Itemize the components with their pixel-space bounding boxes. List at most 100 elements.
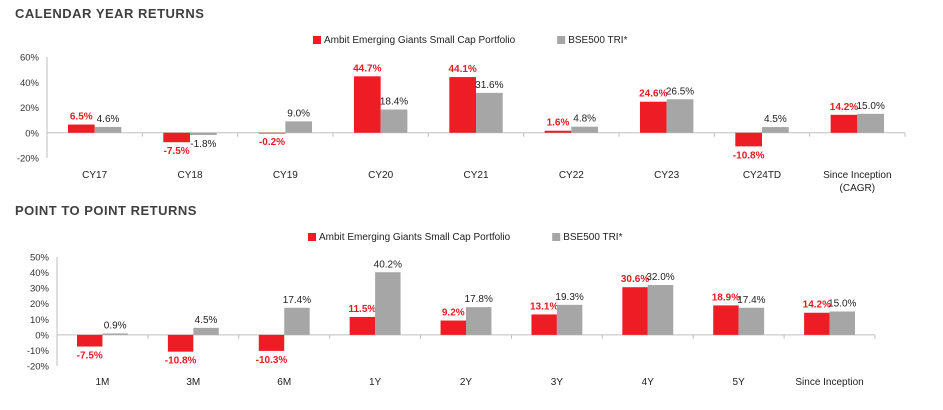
bar-portfolio	[735, 132, 762, 147]
bar-portfolio	[353, 76, 381, 133]
bar-portfolio	[804, 312, 830, 335]
data-label-portfolio: 14.2%	[803, 300, 831, 311]
data-label-benchmark: 4.8%	[573, 114, 596, 125]
x-category-label: CY24TD	[743, 170, 781, 181]
data-label-benchmark: 9.0%	[287, 108, 310, 119]
data-label-portfolio: -10.8%	[733, 150, 765, 161]
bar-portfolio	[544, 130, 572, 133]
y-tick-label: 20%	[20, 103, 40, 114]
data-label-benchmark: 32.0%	[646, 272, 674, 283]
chart-title-calendar: CALENDAR YEAR RETURNS	[15, 6, 205, 21]
bar-benchmark	[466, 307, 492, 335]
x-category-label: CY20	[368, 170, 393, 181]
y-tick-label: 20%	[30, 299, 50, 310]
x-category-label: Since Inception	[823, 170, 891, 181]
legend-label-benchmark: BSE500 TRI*	[563, 232, 622, 243]
data-label-benchmark: 15.0%	[828, 299, 856, 310]
bar-benchmark	[666, 99, 694, 133]
y-tick-label: 60%	[20, 53, 40, 64]
data-label-benchmark: 0.9%	[104, 320, 127, 331]
data-label-portfolio: 11.5%	[348, 304, 376, 315]
bar-benchmark	[380, 109, 408, 133]
data-label-portfolio: -7.5%	[164, 146, 190, 157]
y-tick-label: 0%	[25, 128, 39, 139]
data-label-portfolio: 30.6%	[621, 274, 649, 285]
data-label-benchmark: 15.0%	[857, 101, 885, 112]
data-label-portfolio: -7.5%	[77, 351, 103, 362]
calendar-year-returns-chart: Ambit Emerging Giants Small Cap Portfoli…	[17, 35, 906, 194]
data-label-portfolio: 6.5%	[70, 112, 93, 123]
data-label-portfolio: 1.6%	[547, 118, 570, 129]
x-category-label: 1Y	[369, 377, 382, 388]
bar-portfolio	[258, 334, 285, 351]
data-label-portfolio: 9.2%	[442, 308, 465, 319]
y-tick-label: 50%	[30, 253, 50, 264]
y-tick-label: 0%	[35, 330, 49, 341]
data-label-benchmark: 17.4%	[283, 295, 311, 306]
bar-portfolio	[76, 334, 103, 347]
data-label-benchmark: 4.6%	[97, 114, 120, 125]
data-label-portfolio: 24.6%	[639, 89, 667, 100]
bar-benchmark	[193, 327, 219, 335]
bar-portfolio	[531, 314, 557, 335]
data-label-portfolio: 44.1%	[448, 64, 476, 75]
x-category-label: CY22	[559, 170, 584, 181]
data-label-benchmark: 40.2%	[374, 259, 402, 270]
bar-portfolio	[440, 320, 466, 335]
legend-label-benchmark: BSE500 TRI*	[568, 35, 627, 46]
bar-portfolio	[713, 305, 739, 335]
bar-benchmark	[190, 132, 217, 136]
data-label-benchmark: 18.4%	[380, 97, 408, 108]
data-label-benchmark: 4.5%	[195, 315, 218, 326]
x-category-label: 4Y	[642, 377, 655, 388]
bar-portfolio	[167, 334, 194, 352]
bar-benchmark	[375, 272, 401, 335]
bar-portfolio	[830, 114, 858, 133]
y-tick-label: -20%	[17, 154, 40, 165]
legend-label-portfolio: Ambit Emerging Giants Small Cap Portfoli…	[319, 232, 511, 243]
bar-benchmark	[556, 304, 583, 335]
data-label-benchmark: 26.5%	[666, 86, 694, 97]
bar-benchmark	[285, 121, 313, 133]
data-label-portfolio: 44.7%	[353, 63, 381, 74]
x-category-label: 3M	[186, 377, 200, 388]
bar-benchmark	[94, 126, 122, 133]
data-label-benchmark: 31.6%	[475, 80, 503, 91]
x-category-label: 3Y	[551, 377, 564, 388]
bar-benchmark	[647, 285, 674, 335]
bar-portfolio	[67, 124, 95, 133]
y-tick-label: 40%	[20, 78, 40, 89]
data-label-portfolio: -0.2%	[259, 137, 285, 148]
data-label-portfolio: -10.3%	[256, 355, 288, 366]
bar-benchmark	[571, 126, 599, 133]
bar-portfolio	[349, 316, 376, 335]
data-label-benchmark: 17.4%	[737, 295, 765, 306]
x-category-label: CY19	[273, 170, 298, 181]
data-label-portfolio: 14.2%	[830, 102, 858, 113]
y-tick-label: -10%	[27, 346, 50, 357]
x-category-label: 6M	[277, 377, 291, 388]
bar-portfolio	[163, 132, 190, 143]
x-category-label: 1M	[95, 377, 109, 388]
bar-benchmark	[829, 311, 856, 335]
legend-swatch-portfolio	[313, 36, 321, 44]
legend-swatch-benchmark	[552, 233, 561, 241]
bar-benchmark	[102, 333, 128, 335]
bar-portfolio	[622, 287, 648, 335]
y-tick-label: 40%	[30, 268, 50, 279]
data-label-portfolio: 13.1%	[530, 301, 558, 312]
chart-legend: Ambit Emerging Giants Small Cap Portfoli…	[308, 232, 623, 243]
x-category-label: CY18	[177, 170, 202, 181]
x-category-label: CY21	[463, 170, 488, 181]
data-label-benchmark: -1.8%	[190, 139, 216, 150]
x-category-label: CY17	[82, 170, 107, 181]
data-label-benchmark: 19.3%	[555, 292, 583, 303]
bar-portfolio	[449, 77, 476, 133]
bar-benchmark	[857, 113, 885, 133]
x-category-label: Since Inception	[795, 377, 863, 388]
data-label-benchmark: 17.8%	[465, 294, 493, 305]
x-category-label: 2Y	[460, 377, 473, 388]
bar-benchmark	[762, 127, 789, 133]
chart-title-point-to-point: POINT TO POINT RETURNS	[15, 203, 197, 218]
data-label-portfolio: 18.9%	[712, 292, 740, 303]
